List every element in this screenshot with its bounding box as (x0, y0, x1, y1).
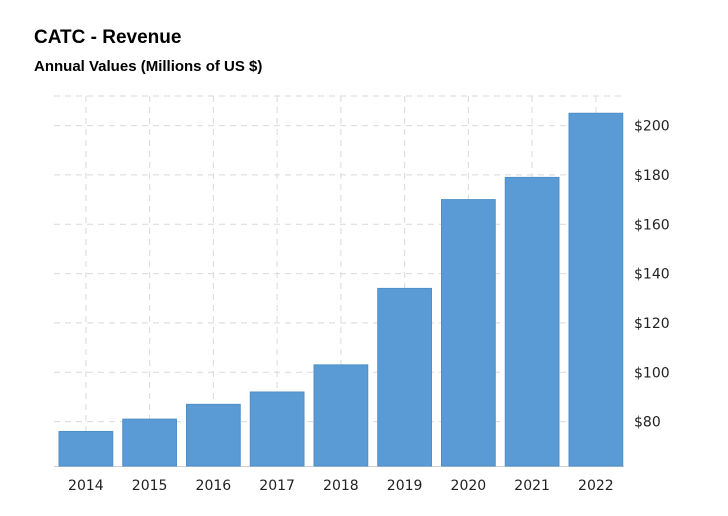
bar-2016 (186, 403, 241, 467)
bar-2021 (504, 176, 560, 467)
x-tick-label: 2017 (259, 478, 295, 494)
y-tick-label: $160 (634, 217, 670, 233)
y-tick-label: $140 (634, 267, 670, 283)
bar-2014 (58, 430, 114, 467)
x-tick-label: 2019 (387, 478, 423, 494)
y-tick-label: $180 (634, 168, 670, 184)
y-tick-label: $120 (634, 316, 670, 332)
bar-2020 (441, 199, 496, 467)
bar-2019 (377, 287, 432, 467)
y-axis-labels: $80 $100 $120 $140 $160 $180 $200 (634, 119, 670, 431)
x-axis-labels: 2014 2015 2016 2017 2018 2019 2020 2021 2022 (68, 478, 614, 494)
chart-subtitle: Annual Values (Millions of US $) (34, 58, 263, 75)
x-tick-label: 2022 (578, 478, 614, 494)
x-tick-label: 2021 (514, 478, 550, 494)
bar-2015 (122, 418, 177, 467)
bars (58, 112, 624, 467)
chart-title: CATC - Revenue (34, 27, 182, 48)
x-tick-label: 2014 (68, 478, 104, 494)
y-tick-label: $200 (634, 119, 670, 135)
x-tick-label: 2016 (196, 478, 232, 494)
x-tick-label: 2015 (132, 478, 168, 494)
y-tick-label: $80 (634, 415, 661, 431)
y-tick-label: $100 (634, 365, 670, 381)
x-tick-label: 2018 (323, 478, 359, 494)
bar-2018 (313, 364, 369, 467)
bar-2017 (249, 391, 305, 467)
bar-2022 (568, 112, 624, 467)
x-tick-label: 2020 (451, 478, 487, 494)
